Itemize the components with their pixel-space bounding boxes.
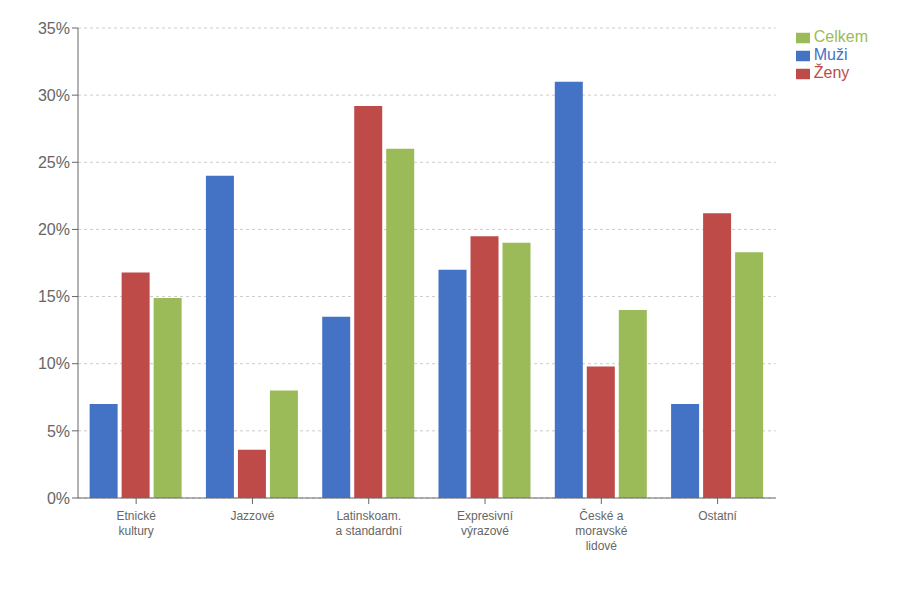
svg-text:5%: 5% [47,423,70,440]
html-text:Ženy: Ženy [813,64,850,81]
svg-text:35%: 35% [38,20,70,37]
svg-text:15%: 15% [38,288,70,305]
html-text:Muži: Muži [813,46,848,63]
svg-text:10%: 10% [38,355,70,372]
svg-text:České amoravskélidové: České amoravskélidové [575,508,627,553]
svg-text:Etnickékultury: Etnickékultury [116,509,156,538]
svg-text:30%: 30% [38,87,70,104]
svg-text:0%: 0% [47,490,70,507]
svg-text:Jazzové: Jazzové [230,509,274,523]
svg-text:Expresivnívýrazové: Expresivnívýrazové [457,509,514,538]
svg-text:20%: 20% [38,221,70,238]
svg-text:Latinskoam.a standardní: Latinskoam.a standardní [335,509,402,538]
svg-text:Ostatní: Ostatní [698,509,737,523]
html-text:Celkem: Celkem [813,28,868,45]
svg-text:25%: 25% [38,154,70,171]
